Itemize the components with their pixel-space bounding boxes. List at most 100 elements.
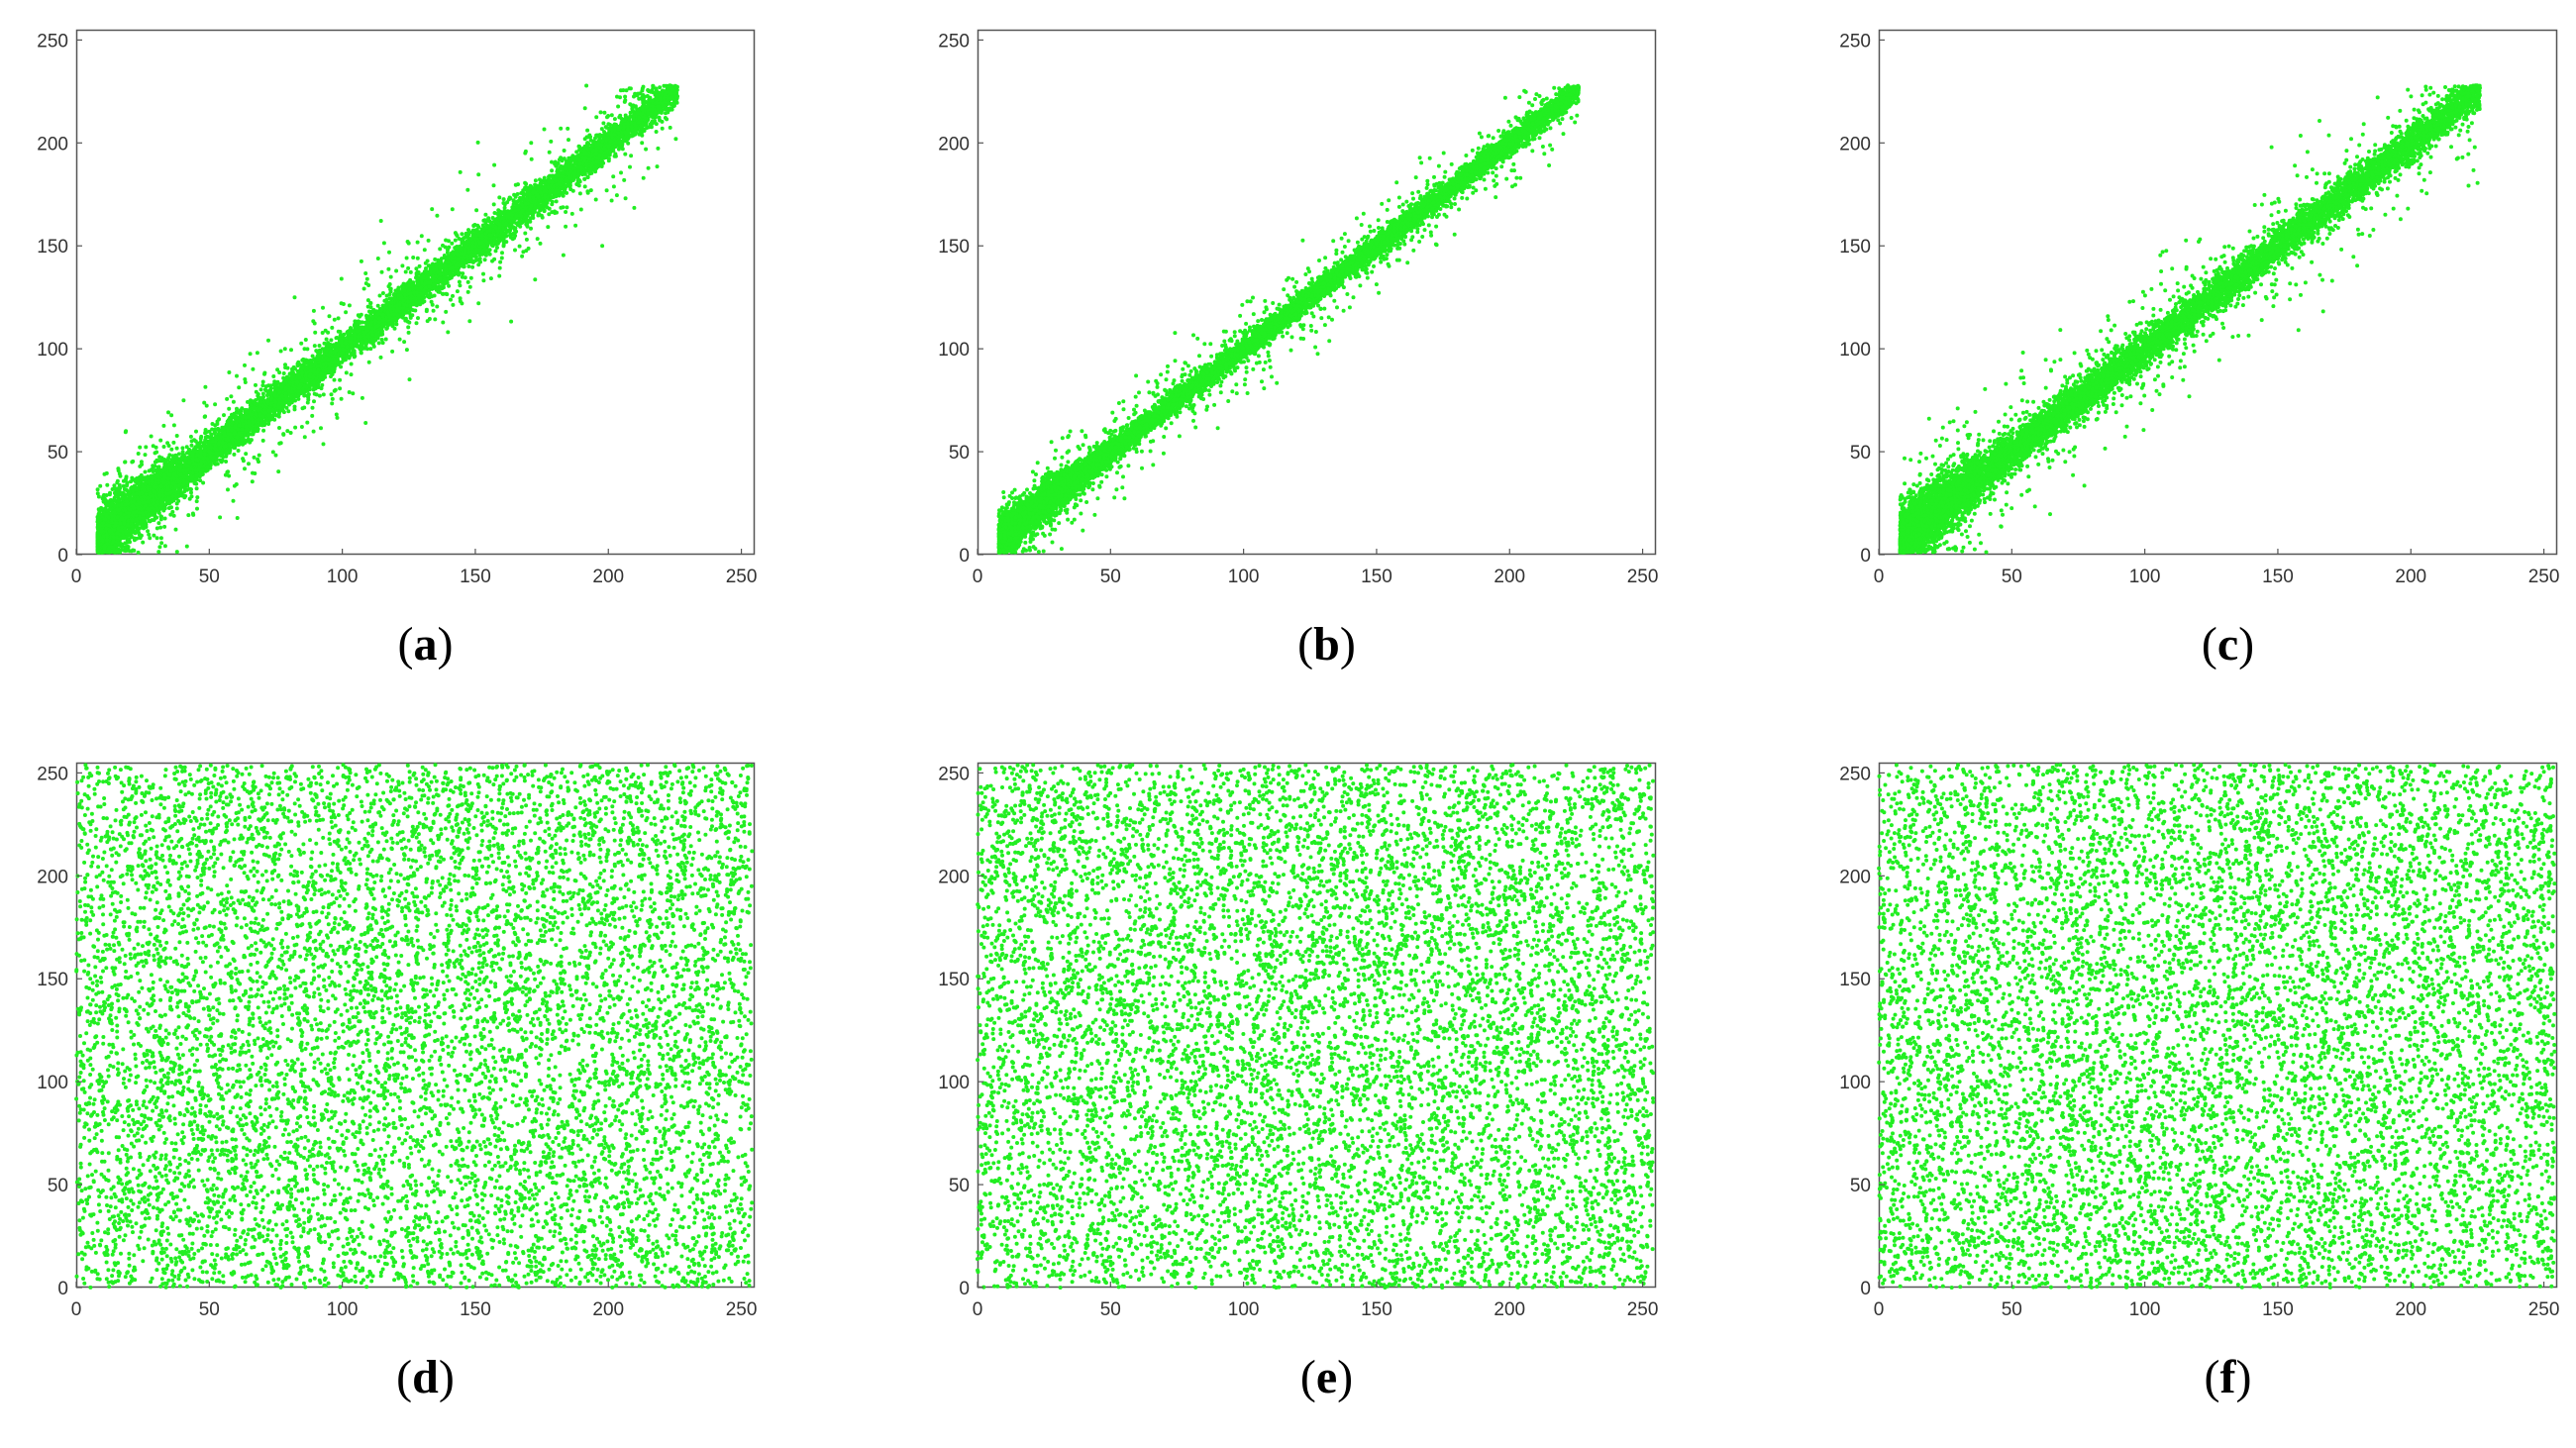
scatter-point — [144, 445, 149, 450]
scatter-point — [266, 422, 271, 426]
scatter-point — [559, 126, 564, 131]
scatter-point — [198, 440, 203, 444]
scatter-point — [394, 268, 399, 273]
axes-frame-a — [75, 29, 756, 556]
scatter-point — [502, 205, 507, 210]
scatter-point — [305, 347, 310, 352]
scatter-point — [547, 150, 552, 155]
scatter-point — [435, 304, 440, 309]
scatter-point — [289, 348, 293, 353]
scatter-point — [490, 259, 494, 263]
scatter-point — [204, 403, 209, 408]
scatter-point — [424, 266, 428, 270]
scatter-point — [330, 325, 335, 330]
scatter-point — [668, 125, 672, 130]
scatter-point — [202, 414, 207, 419]
scatter-point — [209, 432, 214, 437]
scatter-point — [517, 244, 522, 249]
scatter-point — [338, 386, 343, 391]
scatter-point — [477, 257, 482, 261]
panel-a: 0 50 100 150 200 250 0 50 100 150 200 250 — [37, 29, 757, 587]
scatter-point — [281, 371, 286, 375]
scatter-point — [376, 341, 381, 346]
scatter-point — [330, 396, 335, 401]
scatter-point — [159, 541, 164, 546]
scatter-point — [184, 445, 189, 450]
scatter-point — [261, 428, 266, 433]
scatter-point — [347, 390, 352, 394]
scatter-point — [330, 401, 335, 406]
scatter-point — [450, 241, 455, 246]
scatter-point — [116, 468, 121, 473]
scatter-point — [203, 384, 208, 389]
scatter-point — [363, 421, 368, 425]
scatter-point — [173, 527, 178, 532]
scatter-point — [258, 387, 263, 392]
scatter-point — [491, 202, 496, 207]
scatter-point — [180, 450, 185, 455]
scatter-point — [417, 263, 422, 268]
scatter-point — [121, 483, 126, 488]
scatter-point — [582, 184, 587, 189]
scatter-point — [339, 276, 344, 281]
scatter-point — [483, 212, 488, 217]
scatter-point — [248, 352, 253, 357]
scatter-point — [378, 219, 383, 223]
scatter-point — [632, 205, 637, 210]
scatter-point — [349, 372, 354, 377]
scatter-point — [655, 164, 660, 169]
scatter-point — [406, 325, 411, 330]
scatter-point — [241, 457, 246, 462]
scatter-point — [271, 374, 276, 378]
scatter-point — [155, 526, 159, 531]
scatter-point — [542, 127, 547, 132]
scatter-point — [474, 208, 479, 213]
scatter-point — [275, 379, 280, 384]
scatter-point — [654, 122, 659, 127]
scatter-point — [654, 130, 659, 134]
scatter-point — [644, 147, 649, 152]
scatter-point — [406, 241, 411, 246]
scatter-point — [547, 212, 552, 217]
scatter-point — [227, 406, 232, 411]
scatter-point — [276, 469, 281, 474]
scatter-point — [535, 237, 540, 242]
scatter-point — [141, 540, 146, 545]
scatter-point — [658, 85, 663, 90]
scatter-point — [320, 331, 325, 335]
scatter-point — [344, 310, 349, 315]
scatter-point — [299, 425, 304, 429]
scatter-point — [600, 244, 605, 249]
scatter-point — [460, 274, 464, 279]
scatter-point — [588, 188, 593, 193]
scatter-point — [181, 398, 186, 403]
scatter-point — [388, 274, 393, 279]
scatter-point — [492, 162, 497, 167]
scatter-point — [533, 277, 538, 282]
scatter-point — [491, 183, 496, 188]
scatter-point — [302, 435, 307, 440]
scatter-point — [184, 544, 189, 549]
scatter-point — [123, 430, 128, 435]
scatter-point — [194, 499, 199, 504]
scatter-point — [403, 269, 408, 274]
scatter-point — [286, 409, 291, 414]
scatter-point — [292, 404, 297, 409]
scatter-point — [299, 341, 304, 346]
scatter-point — [260, 383, 265, 388]
scatter-point — [622, 99, 627, 104]
scatter-point — [566, 126, 570, 131]
scatter-point — [499, 256, 504, 260]
scatter-point — [243, 377, 248, 381]
scatter-point — [609, 113, 614, 118]
scatter-point — [310, 405, 315, 410]
scatter-point — [339, 396, 344, 401]
scatter-point — [458, 299, 463, 304]
scatter-point — [130, 475, 135, 480]
scatter-point — [467, 284, 472, 289]
scatter-point — [255, 351, 259, 356]
scatter-point — [387, 250, 391, 255]
scatter-point — [546, 225, 551, 230]
scatter-point — [425, 259, 430, 263]
scatter-point — [344, 370, 349, 375]
